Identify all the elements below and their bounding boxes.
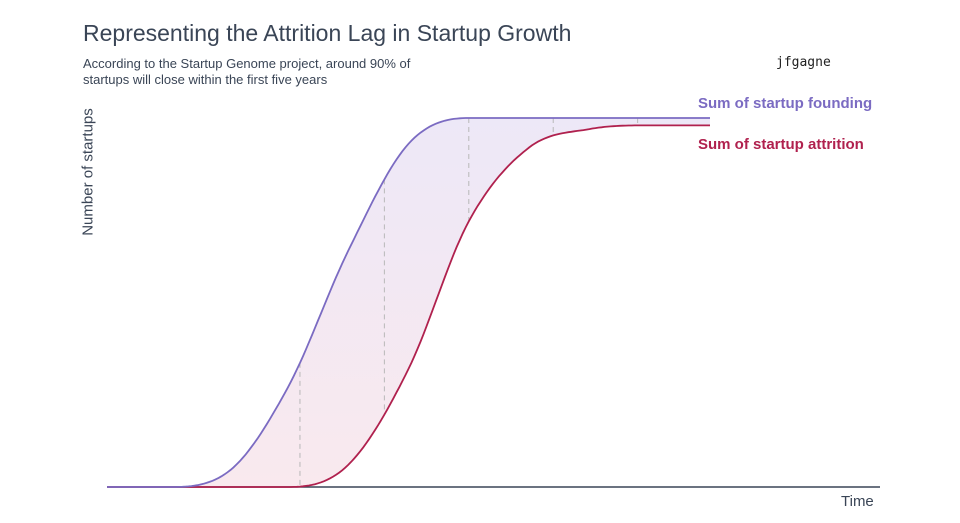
series-line-founding xyxy=(107,117,710,488)
author-credit: jfgagne xyxy=(776,55,831,70)
chart-title: Representing the Attrition Lag in Startu… xyxy=(83,20,572,46)
chart-subtitle: According to the Startup Genome project,… xyxy=(83,56,411,87)
series-line-attrition xyxy=(107,124,710,488)
fill-between-area xyxy=(107,118,710,487)
legend-founding: Sum of startup founding xyxy=(698,95,873,112)
x-axis-label: Time xyxy=(841,493,874,510)
legend-attrition: Sum of startup attrition xyxy=(698,136,864,153)
